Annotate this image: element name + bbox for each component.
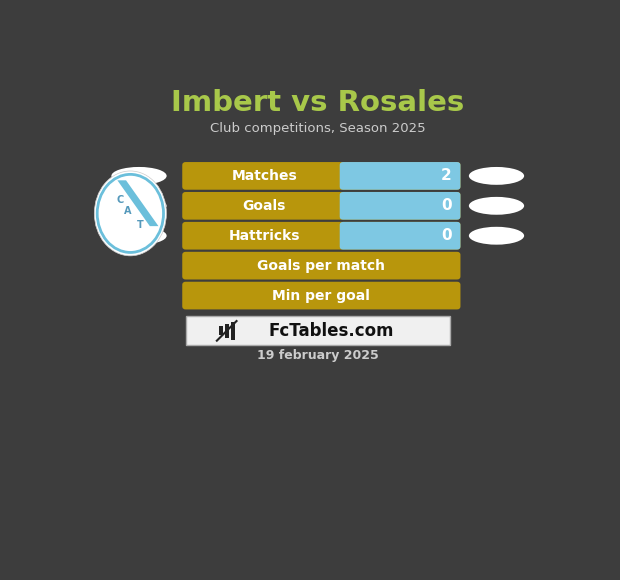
FancyBboxPatch shape: [340, 162, 461, 190]
Text: Min per goal: Min per goal: [272, 289, 370, 303]
Ellipse shape: [102, 179, 159, 247]
Text: 0: 0: [441, 229, 452, 243]
Ellipse shape: [112, 167, 167, 185]
Text: T: T: [136, 220, 143, 230]
Ellipse shape: [469, 227, 524, 245]
Ellipse shape: [469, 197, 524, 215]
Text: Imbert vs Rosales: Imbert vs Rosales: [171, 89, 464, 117]
FancyBboxPatch shape: [231, 322, 234, 340]
Text: Matches: Matches: [231, 169, 297, 183]
FancyBboxPatch shape: [185, 316, 450, 345]
Text: Hattricks: Hattricks: [229, 229, 300, 243]
Text: 0: 0: [441, 198, 452, 213]
FancyBboxPatch shape: [219, 327, 223, 335]
Polygon shape: [117, 180, 159, 226]
Text: FcTables.com: FcTables.com: [268, 322, 394, 340]
Text: A: A: [124, 206, 131, 216]
FancyBboxPatch shape: [340, 222, 461, 249]
Ellipse shape: [94, 171, 166, 256]
Text: Goals: Goals: [242, 199, 286, 213]
Ellipse shape: [469, 167, 524, 185]
FancyBboxPatch shape: [225, 324, 229, 338]
FancyBboxPatch shape: [182, 162, 461, 190]
Text: Club competitions, Season 2025: Club competitions, Season 2025: [210, 122, 425, 135]
Text: C: C: [116, 195, 123, 205]
Text: Goals per match: Goals per match: [257, 259, 386, 273]
FancyBboxPatch shape: [182, 222, 461, 249]
Text: 19 february 2025: 19 february 2025: [257, 349, 379, 362]
Ellipse shape: [112, 227, 167, 245]
FancyBboxPatch shape: [340, 192, 461, 220]
FancyBboxPatch shape: [182, 282, 461, 309]
Text: 2: 2: [441, 168, 452, 183]
FancyBboxPatch shape: [182, 252, 461, 280]
Ellipse shape: [112, 197, 167, 215]
FancyBboxPatch shape: [182, 192, 461, 220]
